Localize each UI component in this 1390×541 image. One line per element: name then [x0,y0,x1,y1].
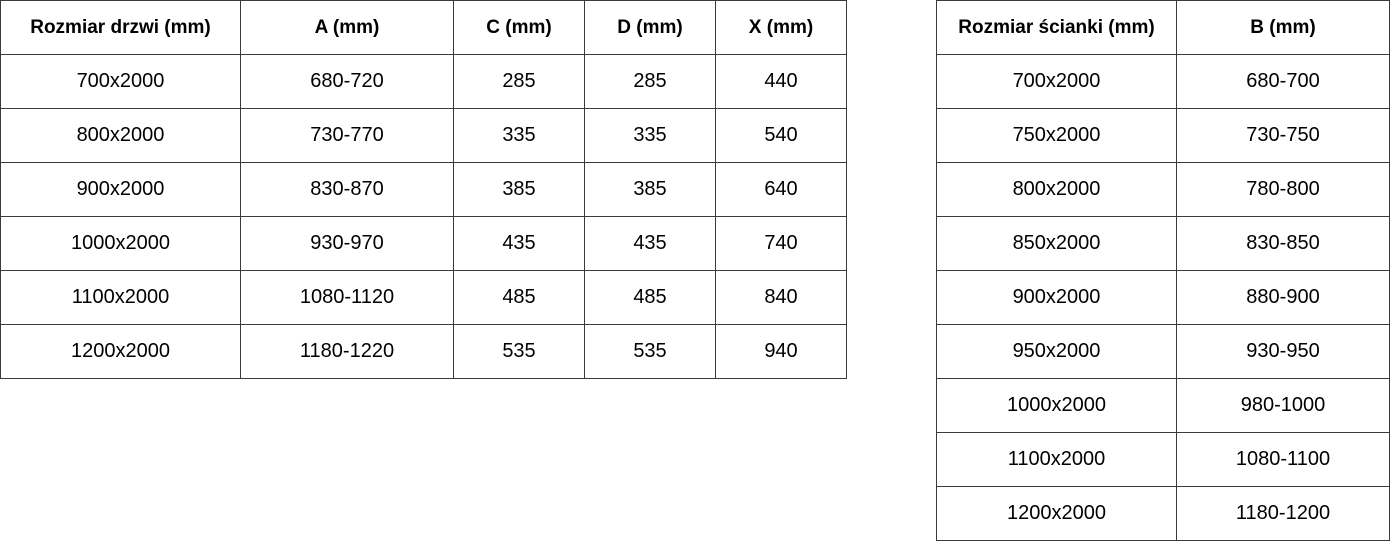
table-row: 850x2000 830-850 [936,216,1390,271]
table-cell: 680-720 [240,54,454,109]
table-row: 950x2000 930-950 [936,324,1390,379]
table-cell: 385 [453,162,585,217]
table-cell: 900x2000 [0,162,241,217]
table-cell: 830-850 [1176,216,1390,271]
table-row: 1000x2000 930-970 435 435 740 [0,216,847,271]
table-row: 1200x2000 1180-1220 535 535 940 [0,324,847,379]
table-cell: 1180-1220 [240,324,454,379]
table-cell: 640 [715,162,847,217]
table-cell: 850x2000 [936,216,1177,271]
table-cell: 540 [715,108,847,163]
table-cell: 1100x2000 [936,432,1177,487]
table-cell: 930-950 [1176,324,1390,379]
table-cell: 930-970 [240,216,454,271]
table-cell: 730-750 [1176,108,1390,163]
table-cell: 880-900 [1176,270,1390,325]
table-cell: 730-770 [240,108,454,163]
table-cell: 535 [584,324,716,379]
table-row: 900x2000 880-900 [936,270,1390,325]
table-row: 1000x2000 980-1000 [936,378,1390,433]
table-cell: 435 [584,216,716,271]
table-row: 750x2000 730-750 [936,108,1390,163]
table-header-row: Rozmiar ścianki (mm) B (mm) [936,0,1390,55]
column-header: D (mm) [584,0,716,55]
column-header: X (mm) [715,0,847,55]
table-cell: 740 [715,216,847,271]
column-header: A (mm) [240,0,454,55]
table-cell: 485 [453,270,585,325]
table-cell: 750x2000 [936,108,1177,163]
table-cell: 440 [715,54,847,109]
table-cell: 840 [715,270,847,325]
table-cell: 385 [584,162,716,217]
table-row: 900x2000 830-870 385 385 640 [0,162,847,217]
table-cell: 335 [584,108,716,163]
table-cell: 800x2000 [936,162,1177,217]
table-cell: 1080-1100 [1176,432,1390,487]
table-row: 700x2000 680-720 285 285 440 [0,54,847,109]
table-cell: 940 [715,324,847,379]
table-cell: 980-1000 [1176,378,1390,433]
table-cell: 1000x2000 [936,378,1177,433]
table-row: 800x2000 730-770 335 335 540 [0,108,847,163]
table-cell: 485 [584,270,716,325]
table-cell: 700x2000 [0,54,241,109]
table-row: 1200x2000 1180-1200 [936,486,1390,541]
table-cell: 800x2000 [0,108,241,163]
table-cell: 1080-1120 [240,270,454,325]
column-header: Rozmiar ścianki (mm) [936,0,1177,55]
table-row: 1100x2000 1080-1100 [936,432,1390,487]
table-cell: 1200x2000 [936,486,1177,541]
table-cell: 285 [584,54,716,109]
table-cell: 830-870 [240,162,454,217]
table-cell: 1000x2000 [0,216,241,271]
table-cell: 1200x2000 [0,324,241,379]
table-cell: 900x2000 [936,270,1177,325]
table-row: 700x2000 680-700 [936,54,1390,109]
table-cell: 950x2000 [936,324,1177,379]
table-cell: 700x2000 [936,54,1177,109]
table-header-row: Rozmiar drzwi (mm) A (mm) C (mm) D (mm) X (m… [0,0,847,55]
table-row: 1100x2000 1080-1120 485 485 840 [0,270,847,325]
table-cell: 285 [453,54,585,109]
table-cell: 535 [453,324,585,379]
column-header: C (mm) [453,0,585,55]
table-cell: 1180-1200 [1176,486,1390,541]
table-row: 800x2000 780-800 [936,162,1390,217]
door-sizes-table: Rozmiar drzwi (mm) A (mm) C (mm) D (mm) X (m… [0,0,847,379]
table-cell: 435 [453,216,585,271]
column-header: Rozmiar drzwi (mm) [0,0,241,55]
table-cell: 780-800 [1176,162,1390,217]
table-cell: 680-700 [1176,54,1390,109]
column-header: B (mm) [1176,0,1390,55]
table-cell: 1100x2000 [0,270,241,325]
table-cell: 335 [453,108,585,163]
wall-sizes-table: Rozmiar ścianki (mm) B (mm) 700x2000 680-7… [936,0,1390,541]
